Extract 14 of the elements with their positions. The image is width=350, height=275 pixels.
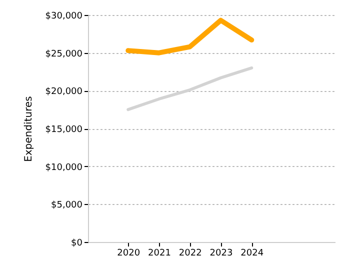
x-tick-label: 2023 xyxy=(210,248,233,258)
x-tick-label: 2021 xyxy=(148,248,171,258)
line-series xyxy=(126,66,254,112)
y-tick-label: $20,000 xyxy=(45,87,83,98)
x-tick-label: 2020 xyxy=(117,248,140,258)
x-tick-label: 2022 xyxy=(178,248,202,258)
y-axis-title: Expenditures xyxy=(23,96,34,162)
y-tick-label: $5,000 xyxy=(51,200,83,211)
y-tick-label: $0 xyxy=(71,238,83,248)
x-tick-label: 2024 xyxy=(240,248,264,258)
y-tick-label: $10,000 xyxy=(45,162,83,173)
y-tick-label: $25,000 xyxy=(45,49,83,60)
y-tick-label: $30,000 xyxy=(45,12,83,22)
y-tick-label: $15,000 xyxy=(45,125,83,135)
